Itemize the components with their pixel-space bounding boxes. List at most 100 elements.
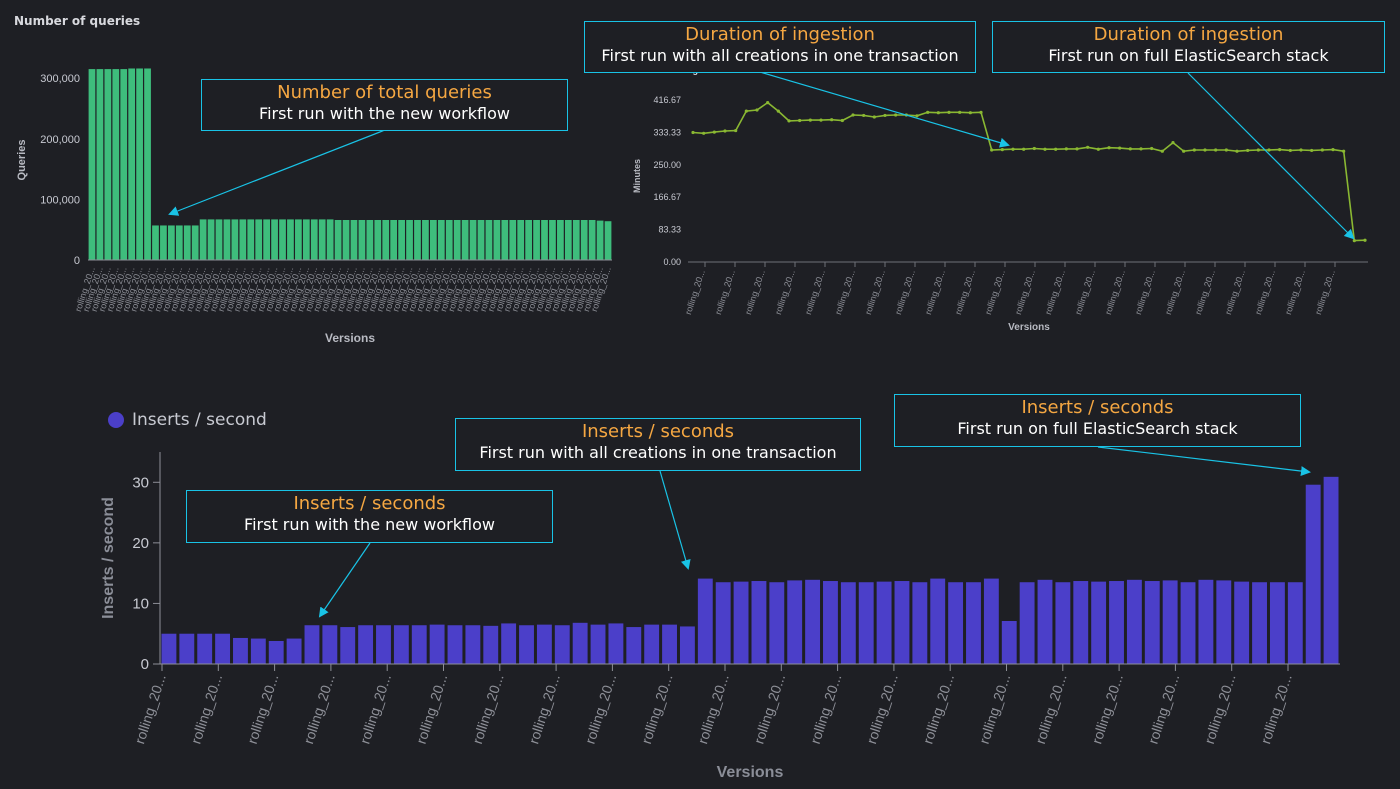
duration-point[interactable] [744,109,748,113]
queries-bar[interactable] [461,220,469,260]
inserts-bar[interactable] [858,582,874,664]
duration-point[interactable] [1000,148,1004,152]
inserts-bar[interactable] [358,625,374,664]
duration-point[interactable] [894,113,898,117]
inserts-bar[interactable] [751,581,767,664]
queries-bar[interactable] [572,220,580,260]
inserts-bar[interactable] [161,633,177,664]
duration-point[interactable] [1139,147,1143,151]
queries-bar[interactable] [112,69,120,260]
inserts-bar[interactable] [1216,580,1232,664]
queries-bar[interactable] [287,219,294,260]
duration-point[interactable] [1096,147,1100,151]
queries-bar[interactable] [509,220,517,260]
queries-bar[interactable] [493,220,501,260]
inserts-bar[interactable] [983,578,999,664]
queries-bar[interactable] [437,220,445,260]
queries-bar[interactable] [128,68,136,260]
queries-bar[interactable] [207,219,215,260]
inserts-bar[interactable] [304,625,320,664]
inserts-bar[interactable] [733,581,749,664]
duration-point[interactable] [1107,146,1111,150]
inserts-bar[interactable] [572,622,588,664]
queries-bar[interactable] [183,225,191,260]
duration-point[interactable] [1064,147,1068,151]
queries-bar[interactable] [191,225,199,260]
inserts-bar[interactable] [429,624,445,664]
duration-point[interactable] [968,111,972,115]
inserts-bar[interactable] [179,633,195,664]
duration-point[interactable] [1086,145,1090,149]
queries-bar[interactable] [104,69,112,260]
inserts-bar[interactable] [340,627,356,664]
duration-point[interactable] [1224,148,1228,152]
duration-point[interactable] [926,110,930,114]
inserts-bar[interactable] [465,625,481,664]
inserts-bar[interactable] [697,578,713,664]
queries-bar[interactable] [445,220,453,260]
queries-bar[interactable] [88,69,96,260]
inserts-bar[interactable] [805,579,821,664]
duration-point[interactable] [1011,147,1015,151]
duration-point[interactable] [1054,147,1058,151]
queries-bar[interactable] [604,221,612,260]
duration-point[interactable] [1171,141,1175,145]
queries-bar[interactable] [366,220,374,260]
inserts-bar[interactable] [1091,581,1107,664]
duration-point[interactable] [1022,147,1026,151]
inserts-bar[interactable] [644,624,660,664]
queries-bar[interactable] [342,220,350,260]
inserts-bar[interactable] [1001,620,1017,664]
duration-point[interactable] [915,114,919,118]
duration-point[interactable] [734,128,738,133]
queries-bar[interactable] [223,219,231,260]
duration-point[interactable] [1043,147,1047,151]
inserts-bar[interactable] [1198,579,1214,664]
inserts-bar[interactable] [590,624,606,664]
inserts-bar[interactable] [1144,581,1160,664]
duration-point[interactable] [1128,147,1132,151]
queries-bar[interactable] [215,219,223,260]
inserts-bar[interactable] [948,582,964,664]
inserts-bar[interactable] [930,578,946,664]
inserts-bar[interactable] [268,640,284,664]
queries-bar[interactable] [382,220,390,260]
queries-bar[interactable] [279,219,286,260]
queries-bar[interactable] [557,220,564,260]
inserts-bar[interactable] [1109,581,1124,664]
queries-bar[interactable] [374,220,382,260]
duration-point[interactable] [1075,147,1079,151]
duration-point[interactable] [1331,148,1335,152]
queries-bar[interactable] [485,220,493,260]
queries-bar[interactable] [358,220,366,260]
duration-point[interactable] [830,118,834,122]
duration-point[interactable] [691,130,695,135]
duration-point[interactable] [1278,148,1282,152]
queries-bar[interactable] [596,220,604,260]
duration-point[interactable] [872,115,876,119]
queries-bar[interactable] [422,220,429,260]
inserts-bar[interactable] [1162,580,1178,664]
duration-point[interactable] [1203,148,1207,152]
duration-point[interactable] [1235,149,1239,153]
inserts-bar[interactable] [1180,582,1196,664]
duration-point[interactable] [776,109,780,113]
inserts-bar[interactable] [662,624,677,664]
inserts-bar[interactable] [250,638,266,664]
queries-bar[interactable] [414,220,421,260]
duration-point[interactable] [851,113,855,117]
queries-bar[interactable] [239,219,247,260]
inserts-bar[interactable] [876,581,892,664]
inserts-bar[interactable] [536,624,552,664]
queries-bar[interactable] [390,220,398,260]
duration-point[interactable] [808,118,812,122]
queries-bar[interactable] [96,69,104,260]
queries-bar[interactable] [588,220,596,260]
duration-point[interactable] [787,119,791,123]
inserts-bar[interactable] [787,580,803,664]
queries-bar[interactable] [517,220,525,260]
queries-bar[interactable] [310,219,318,260]
inserts-bar[interactable] [626,627,642,664]
inserts-bar[interactable] [1055,582,1071,664]
duration-point[interactable] [1214,148,1218,152]
